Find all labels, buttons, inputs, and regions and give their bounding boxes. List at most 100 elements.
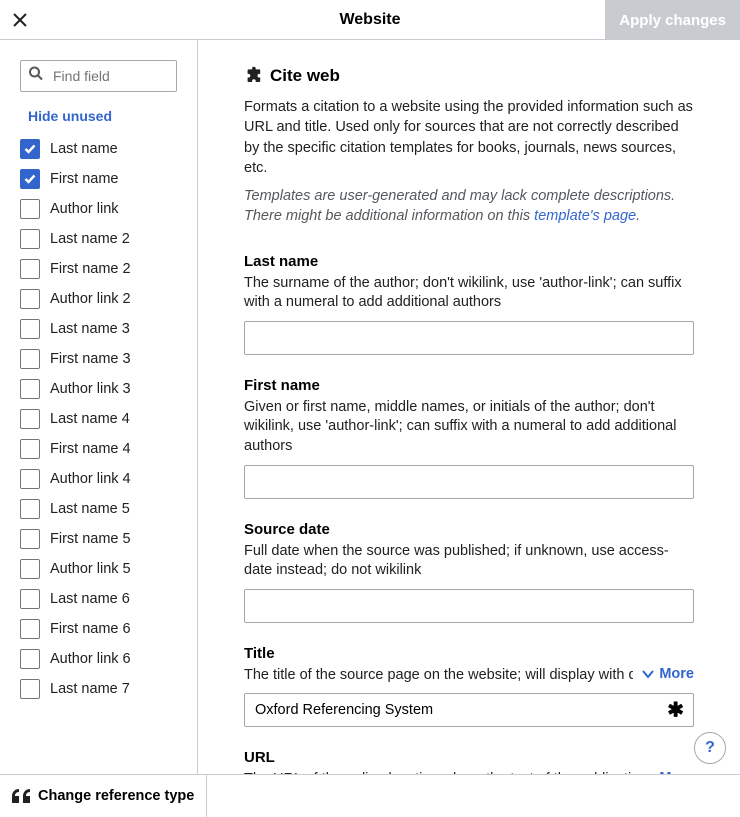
field-item[interactable]: First name 6 (20, 614, 177, 644)
cite-description: Formats a citation to a website using th… (244, 97, 694, 178)
main-area: Hide unused Last name First name Author li… (0, 40, 740, 774)
field-label: Author link 4 (50, 471, 131, 487)
field-label: Author link 5 (50, 561, 131, 577)
form-description: The title of the source page on the webs… (244, 666, 633, 686)
field-item[interactable]: First name (20, 164, 177, 194)
form-groups: Last name The surname of the author; don'… (244, 253, 694, 774)
form-description: Given or first name, middle names, or in… (244, 398, 694, 457)
field-label: Author link (50, 201, 119, 217)
field-checkbox[interactable] (20, 229, 40, 249)
footer: Change reference type (0, 774, 740, 816)
field-checkbox[interactable] (20, 439, 40, 459)
change-reference-type-button[interactable]: Change reference type (0, 775, 207, 817)
field-item[interactable]: Author link 3 (20, 374, 177, 404)
field-checkbox[interactable] (20, 409, 40, 429)
field-item[interactable]: Last name 4 (20, 404, 177, 434)
field-item[interactable]: Last name 6 (20, 584, 177, 614)
hide-unused-link[interactable]: Hide unused (0, 102, 197, 134)
form-label: Source date (244, 521, 694, 538)
form-label: First name (244, 377, 694, 394)
field-label: Last name 6 (50, 591, 130, 607)
form-label: Last name (244, 253, 694, 270)
field-label: First name (50, 171, 119, 187)
form-label: Title (244, 645, 694, 662)
field-label: Last name 7 (50, 681, 130, 697)
field-checkbox[interactable] (20, 589, 40, 609)
required-mark-icon: ✱ (667, 698, 684, 723)
field-item[interactable]: First name 5 (20, 524, 177, 554)
field-label: Last name (50, 141, 118, 157)
field-label: First name 3 (50, 351, 131, 367)
field-checkbox[interactable] (20, 559, 40, 579)
form-group: Last name The surname of the author; don'… (244, 253, 694, 355)
puzzle-icon (244, 64, 262, 87)
last-name-input[interactable] (244, 321, 694, 355)
field-label: First name 5 (50, 531, 131, 547)
field-checkbox[interactable] (20, 469, 40, 489)
first-name-input[interactable] (244, 465, 694, 499)
form-group: First name Given or first name, middle na… (244, 377, 694, 499)
form-group: Source date Full date when the source was… (244, 521, 694, 623)
field-checkbox[interactable] (20, 379, 40, 399)
field-label: Author link 6 (50, 651, 131, 667)
field-label: Last name 5 (50, 501, 130, 517)
field-item[interactable]: Last name 5 (20, 494, 177, 524)
field-label: Author link 3 (50, 381, 131, 397)
field-checkbox[interactable] (20, 619, 40, 639)
field-label: Last name 2 (50, 231, 130, 247)
field-item[interactable]: Last name 2 (20, 224, 177, 254)
field-checkbox[interactable] (20, 499, 40, 519)
field-checkbox[interactable] (20, 679, 40, 699)
field-label: First name 2 (50, 261, 131, 277)
field-checkbox[interactable] (20, 199, 40, 219)
field-item[interactable]: Author link (20, 194, 177, 224)
field-checkbox[interactable] (20, 319, 40, 339)
field-label: First name 4 (50, 441, 131, 457)
field-item[interactable]: First name 2 (20, 254, 177, 284)
chevron-down-icon (641, 667, 655, 681)
field-item[interactable]: Last name 7 (20, 674, 177, 704)
cite-header: Cite web (244, 64, 694, 87)
close-button[interactable] (0, 0, 40, 40)
field-list: Last name First name Author link Last name … (0, 134, 197, 704)
field-item[interactable]: Last name 3 (20, 314, 177, 344)
apply-changes-button[interactable]: Apply changes (605, 0, 740, 40)
template-page-link[interactable]: template's page (534, 208, 636, 224)
field-checkbox[interactable] (20, 349, 40, 369)
field-checkbox[interactable] (20, 529, 40, 549)
source-date-input[interactable] (244, 589, 694, 623)
sidebar: Hide unused Last name First name Author li… (0, 40, 198, 774)
dialog-header: Website Apply changes (0, 0, 740, 40)
field-label: Last name 3 (50, 321, 130, 337)
field-checkbox[interactable] (20, 169, 40, 189)
field-checkbox[interactable] (20, 259, 40, 279)
field-item[interactable]: Last name (20, 134, 177, 164)
more-button[interactable]: More (633, 666, 694, 682)
field-checkbox[interactable] (20, 289, 40, 309)
cite-title: Cite web (270, 66, 340, 86)
change-ref-label: Change reference type (38, 788, 194, 804)
title-input[interactable] (244, 693, 694, 727)
search-icon (28, 66, 44, 87)
form-description: The surname of the author; don't wikilin… (244, 274, 694, 313)
field-label: Last name 4 (50, 411, 130, 427)
form-description: Full date when the source was published;… (244, 542, 694, 581)
search-field-wrap (20, 60, 177, 92)
form-group: Title The title of the source page on the… (244, 645, 694, 728)
cite-note: Templates are user-generated and may lac… (244, 186, 694, 227)
form-group: URLThe URL of the online location where … (244, 749, 694, 774)
field-item[interactable]: First name 4 (20, 434, 177, 464)
field-checkbox[interactable] (20, 139, 40, 159)
field-item[interactable]: Author link 5 (20, 554, 177, 584)
field-checkbox[interactable] (20, 649, 40, 669)
field-label: Author link 2 (50, 291, 131, 307)
quote-icon (12, 789, 30, 803)
field-label: First name 6 (50, 621, 131, 637)
field-item[interactable]: First name 3 (20, 344, 177, 374)
content-pane: Cite web Formats a citation to a website… (198, 40, 740, 774)
help-button[interactable]: ? (694, 732, 726, 764)
close-icon (12, 12, 28, 28)
field-item[interactable]: Author link 6 (20, 644, 177, 674)
field-item[interactable]: Author link 2 (20, 284, 177, 314)
field-item[interactable]: Author link 4 (20, 464, 177, 494)
